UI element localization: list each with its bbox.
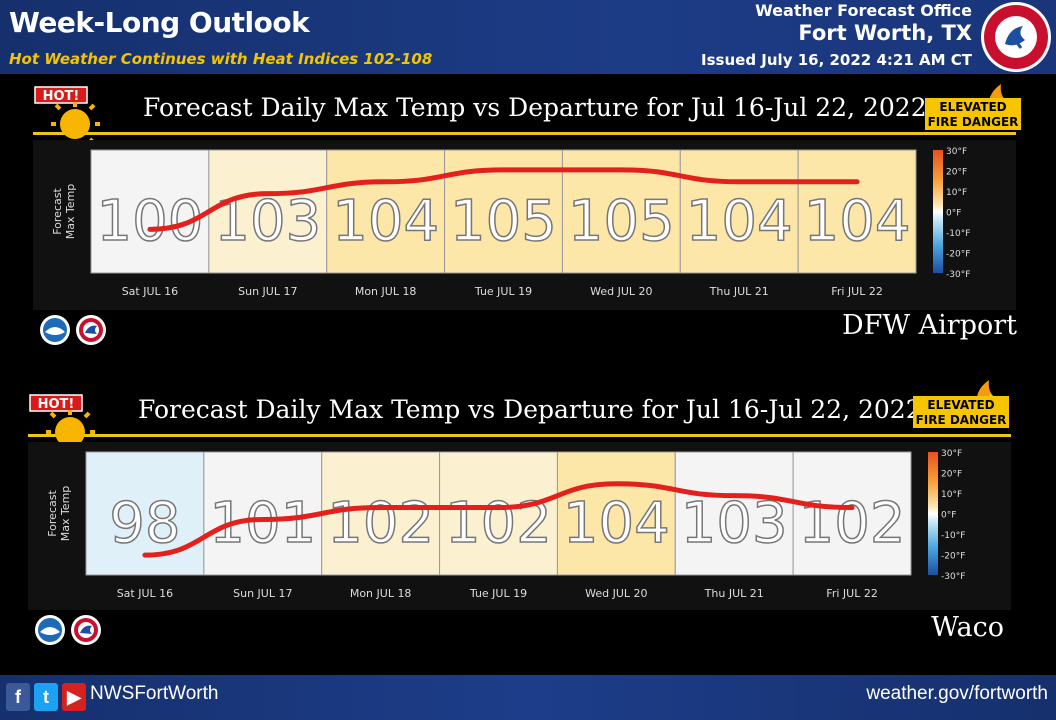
colorbar-tick: 20°F	[946, 168, 967, 178]
fire-danger-icon: ELEVATED FIRE DANGER	[913, 380, 1009, 428]
day-cell	[674, 451, 794, 576]
footer-bar: f t ▶ NWSFortWorth weather.gov/fortworth	[0, 675, 1056, 720]
x-tick-label: Tue JUL 19	[474, 285, 532, 298]
office-city: Fort Worth, TX	[798, 21, 972, 45]
station-name: Waco	[931, 612, 1004, 643]
temp-value: 102	[799, 491, 906, 556]
panel-banner	[33, 88, 1016, 135]
temp-value: 103	[681, 491, 788, 556]
colorbar-tick: 10°F	[946, 188, 967, 198]
x-tick-label: Thu JUL 21	[704, 587, 764, 600]
x-tick-label: Fri JUL 22	[831, 285, 883, 298]
day-cell	[439, 451, 558, 576]
chart-area: ForecastMax Temp 100 Sat JUL 16 103 Sun JUL …	[33, 140, 1016, 310]
temp-value: 102	[445, 491, 552, 556]
colorbar-tick: -20°F	[946, 250, 970, 260]
day-cell	[792, 451, 912, 576]
temp-value: 104	[563, 491, 670, 556]
colorbar-tick: 0°F	[946, 209, 961, 219]
header-bar: Week-Long Outlook Hot Weather Continues …	[0, 0, 1056, 74]
colorbar-tick: -10°F	[941, 531, 965, 541]
website-link[interactable]: weather.gov/fortworth	[866, 683, 1048, 704]
colorbar-tick: 30°F	[946, 147, 967, 157]
temp-value: 104	[804, 189, 911, 254]
colorbar	[933, 150, 943, 273]
station-name: DFW Airport	[841, 310, 1017, 341]
agency-logos	[35, 615, 101, 645]
temp-value: 100	[96, 189, 203, 254]
x-tick-label: Sat JUL 16	[117, 587, 173, 600]
temp-value: 104	[332, 189, 439, 254]
noaa-logo-icon	[45, 327, 65, 335]
colorbar-tick: 0°F	[941, 511, 956, 521]
office-label: Weather Forecast Office	[755, 1, 972, 20]
agency-logos	[40, 315, 106, 345]
x-tick-label: Thu JUL 21	[709, 285, 769, 298]
fire-danger-icon: ELEVATED FIRE DANGER	[925, 84, 1021, 130]
day-cell	[321, 451, 441, 576]
hot-sun-icon: HOT!	[29, 394, 95, 453]
colorbar-tick: -30°F	[941, 572, 965, 582]
hot-sun-icon: HOT!	[34, 86, 100, 145]
chart-area: ForecastMax Temp 98 Sat JUL 16 101 Sun JUL 1…	[28, 442, 1011, 610]
x-tick-label: Sat JUL 16	[122, 285, 178, 298]
fire-badge-line2: FIRE DANGER	[916, 413, 1007, 427]
panel-banner	[28, 390, 1011, 437]
day-cell	[326, 149, 446, 274]
x-tick-label: Mon JUL 18	[350, 587, 412, 600]
colorbar	[928, 452, 938, 575]
hot-badge-text: HOT!	[43, 89, 80, 104]
fire-badge-line1: ELEVATED	[939, 100, 1006, 114]
x-tick-label: Sun JUL 17	[238, 285, 297, 298]
chart-title: Forecast Daily Max Temp vs Departure for…	[138, 395, 922, 424]
day-cell	[797, 149, 917, 274]
nws-small-logo-icon	[80, 625, 92, 634]
x-tick-label: Mon JUL 18	[355, 285, 417, 298]
colorbar-tick: -10°F	[946, 229, 970, 239]
nws-logo-icon	[981, 2, 1051, 72]
temp-value: 104	[686, 189, 793, 254]
temp-value: 105	[568, 189, 675, 254]
x-tick-label: Wed JUL 20	[590, 285, 652, 298]
x-tick-label: Tue JUL 19	[469, 587, 527, 600]
twitter-icon[interactable]: t	[34, 683, 58, 711]
trend-line	[142, 481, 855, 558]
day-cell	[203, 451, 323, 576]
colorbar-tick: -30°F	[946, 270, 970, 280]
colorbar-tick: -20°F	[941, 552, 965, 562]
x-tick-label: Wed JUL 20	[585, 587, 647, 600]
nws-small-logo-icon	[85, 325, 97, 334]
colorbar-tick: 10°F	[941, 490, 962, 500]
facebook-icon[interactable]: f	[6, 683, 30, 711]
x-tick-label: Sun JUL 17	[233, 587, 292, 600]
panel-waco: Forecast Daily Max Temp vs Departure for…	[28, 380, 1028, 650]
day-cell	[679, 149, 799, 274]
temp-value: 98	[109, 491, 180, 556]
colorbar-tick: 30°F	[941, 449, 962, 459]
temp-value: 102	[327, 491, 434, 556]
colorbar-tick: 20°F	[941, 470, 962, 480]
day-cell	[556, 451, 676, 576]
page-title: Week-Long Outlook	[9, 6, 310, 39]
fire-badge-line1: ELEVATED	[927, 398, 994, 412]
temp-value: 105	[450, 189, 557, 254]
page-subtitle: Hot Weather Continues with Heat Indices …	[9, 50, 433, 68]
issued-time: Issued July 16, 2022 4:21 AM CT	[701, 51, 972, 69]
social-handle[interactable]: NWSFortWorth	[90, 683, 219, 704]
noaa-logo-icon	[40, 627, 60, 635]
y-axis-label: ForecastMax Temp	[51, 184, 77, 240]
panel-dfw: Forecast Daily Max Temp vs Departure for…	[33, 84, 1033, 348]
trend-line	[147, 167, 860, 232]
chart-title: Forecast Daily Max Temp vs Departure for…	[143, 93, 927, 122]
x-tick-label: Fri JUL 22	[826, 587, 878, 600]
hot-badge-text: HOT!	[38, 397, 75, 412]
fire-badge-line2: FIRE DANGER	[928, 115, 1019, 129]
y-axis-label: ForecastMax Temp	[46, 486, 72, 542]
day-cell	[90, 149, 210, 274]
youtube-icon[interactable]: ▶	[62, 683, 86, 711]
